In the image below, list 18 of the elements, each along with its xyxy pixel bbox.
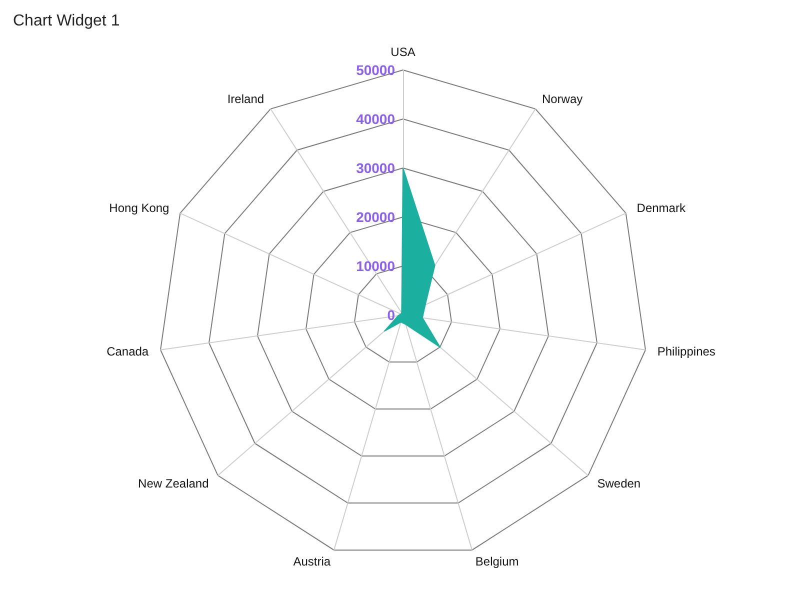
spoke-label: Sweden bbox=[597, 476, 641, 490]
spoke-label: New Zealand bbox=[138, 476, 209, 490]
spoke-label: USA bbox=[390, 45, 416, 59]
spoke-label: Ireland bbox=[227, 92, 264, 106]
chart-title: Chart Widget 1 bbox=[13, 12, 120, 30]
y-tick-label: 10000 bbox=[356, 258, 396, 274]
spoke-label: Philippines bbox=[657, 344, 716, 359]
spoke-label: Norway bbox=[542, 92, 583, 106]
spoke-label: Austria bbox=[293, 554, 331, 569]
spoke-label: Denmark bbox=[636, 201, 686, 216]
spoke-label: Canada bbox=[106, 344, 149, 359]
y-tick-label: 20000 bbox=[356, 209, 396, 225]
spoke-label: Belgium bbox=[475, 554, 519, 569]
spoke-label: Hong Kong bbox=[109, 201, 170, 216]
y-tick-label: 50000 bbox=[356, 62, 396, 78]
y-tick-label: 40000 bbox=[356, 111, 396, 127]
y-tick-label: 30000 bbox=[356, 160, 396, 176]
y-tick-label: 0 bbox=[387, 307, 396, 323]
